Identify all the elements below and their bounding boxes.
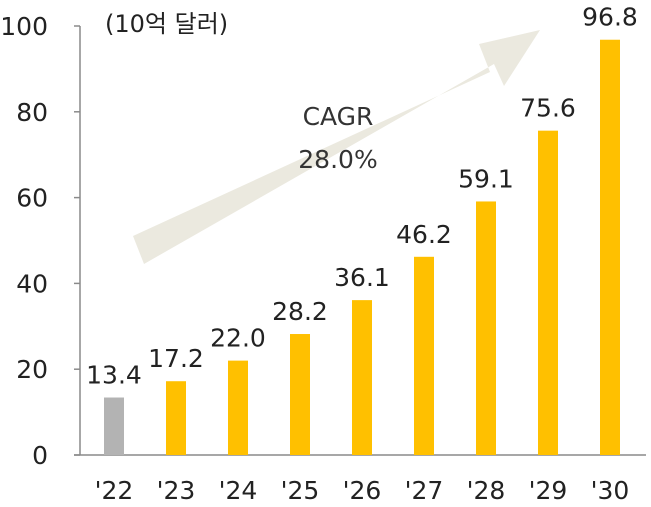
data-label: 28.2 — [272, 297, 328, 326]
data-label: 17.2 — [148, 344, 204, 373]
bar — [538, 130, 558, 455]
x-tick-label: '28 — [467, 476, 506, 505]
y-tick-label: 40 — [16, 269, 48, 298]
y-tick-label: 20 — [16, 355, 48, 384]
cagr-label: CAGR — [303, 102, 374, 131]
bar — [352, 300, 372, 455]
unit-label: (10억 달러) — [105, 10, 229, 38]
bar — [600, 39, 620, 456]
y-axis: 0 20 40 60 80 100 — [0, 12, 80, 470]
bar — [228, 360, 248, 455]
growth-arrow — [133, 30, 540, 264]
x-tick-label: '25 — [281, 476, 320, 505]
y-tick-label: 80 — [16, 98, 48, 127]
bar — [476, 201, 496, 455]
cagr-value: 28.0% — [298, 145, 377, 174]
bar — [166, 381, 186, 455]
bar — [414, 256, 434, 455]
x-axis: '22 '23 '24 '25 '26 '27 '28 '29 '30 — [95, 476, 630, 505]
data-label: 96.8 — [582, 3, 638, 32]
bar — [104, 397, 124, 455]
x-tick-label: '23 — [157, 476, 196, 505]
y-tick-label: 0 — [32, 441, 48, 470]
bars: 13.417.222.028.236.146.259.1 75.6 96.8 — [86, 3, 638, 456]
x-tick-label: '27 — [405, 476, 444, 505]
y-tick-label: 100 — [0, 12, 48, 41]
data-label: 59.1 — [458, 164, 514, 193]
x-tick-label: '29 — [529, 476, 568, 505]
data-label: 36.1 — [334, 263, 390, 292]
x-tick-label: '30 — [591, 476, 630, 505]
x-tick-label: '22 — [95, 476, 134, 505]
data-label: 22.0 — [210, 324, 266, 353]
y-tick-label: 60 — [16, 184, 48, 213]
data-label: 75.6 — [520, 94, 576, 123]
bar — [290, 334, 310, 455]
x-tick-label: '26 — [343, 476, 382, 505]
x-tick-label: '24 — [219, 476, 258, 505]
data-label: 13.4 — [86, 361, 142, 390]
data-label: 46.2 — [396, 220, 452, 249]
